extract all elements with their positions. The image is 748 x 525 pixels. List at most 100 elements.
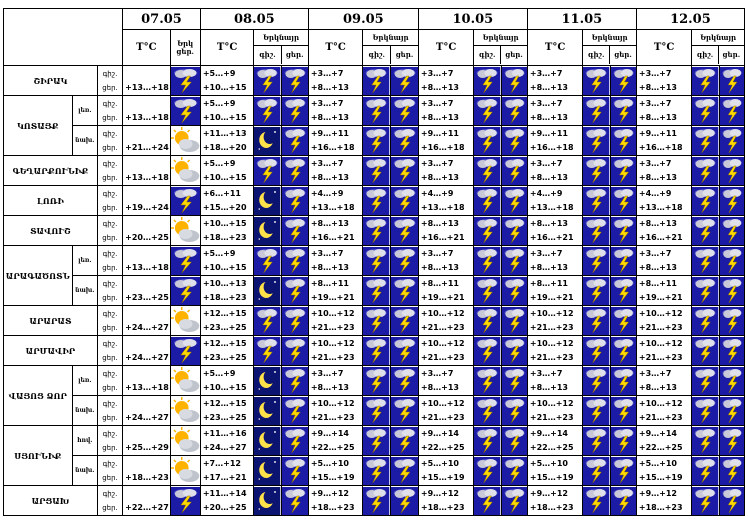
night-icon-cell: [473, 245, 502, 276]
thunderstorm-icon: [254, 306, 281, 335]
temperature-cell: +5…+10 +15…+19: [635, 455, 693, 486]
night-icon-cell: [691, 275, 720, 306]
day-temperature: +10…+15: [202, 382, 247, 392]
day-icon-cell: [389, 95, 419, 126]
temperature-cell: +3…+7 +8…+13: [307, 155, 364, 186]
night-icon-cell: [582, 185, 611, 216]
day-temperature: +23…+25: [202, 412, 247, 422]
day-temperature: +13…+18: [125, 262, 169, 272]
night-icon-cell: [473, 275, 502, 306]
day-temperature: +13…+18: [310, 202, 355, 212]
thunderstorm-icon: [363, 156, 390, 185]
day-temperature: +20…+25: [125, 232, 169, 242]
day-icon-cell: [389, 365, 419, 396]
moon-icon: [254, 186, 281, 215]
day-temperature: +8…+13: [529, 82, 568, 92]
temperature-cell: +10…+12 +21…+23: [307, 395, 364, 426]
night-icon-cell: [691, 125, 720, 156]
day-temperature: +21…+23: [638, 412, 683, 422]
night-icon-cell: [473, 95, 502, 126]
day-night-label: գիշ. ցեր.: [96, 395, 124, 426]
night-label: գիշ.: [102, 279, 118, 288]
temperature-cell: +10…+12 +21…+23: [417, 395, 475, 426]
night-label: գիշ.: [102, 309, 118, 318]
day-temperature: +16…+21: [420, 232, 465, 242]
thunderstorm-icon: [692, 96, 719, 125]
temperature-cell: +11…+14 +20…+25: [199, 485, 255, 516]
sky-header: Երկնայր գիշ. ցեր.: [362, 29, 419, 66]
sky-header: Երկնայր գիշ. ցեր.: [473, 29, 528, 66]
night-temperature: +12…+15: [202, 398, 247, 408]
day-temperature: +8…+13: [529, 262, 568, 272]
thunderstorm-icon: [474, 456, 501, 485]
date-header: 08.05: [199, 8, 309, 30]
thunderstorm-icon: [692, 246, 719, 275]
night-temperature: +3…+7: [310, 368, 344, 378]
night-icon-cell: [362, 65, 391, 96]
night-temperature: +6…+11: [202, 188, 241, 198]
temperature-cell: +4…+9 +13…+18: [307, 185, 364, 216]
temperature-cell: +12…+15 +23…+25: [199, 395, 255, 426]
day-icon-cell: [500, 275, 528, 306]
day-temperature: +8…+13: [420, 382, 459, 392]
night-label: գիշ.: [102, 129, 118, 138]
night-icon-cell: [691, 185, 720, 216]
day-temperature: +22…+25: [529, 442, 574, 452]
date-header: 09.05: [307, 8, 419, 30]
night-temperature: +5…+10: [310, 458, 349, 468]
night-temperature: +9…+14: [529, 428, 568, 438]
temperature-cell: +8…+13 +16…+21: [307, 215, 364, 246]
region-name: ԱՐՑԱԽ: [3, 485, 98, 516]
weather-icon-cell: [169, 455, 201, 486]
night-temperature: +11…+16: [202, 428, 247, 438]
temperature-cell: +5…+10 +15…+19: [526, 455, 584, 486]
night-icon-cell: [473, 185, 502, 216]
night-label: գիշ.: [475, 46, 502, 64]
night-icon-cell: [253, 365, 282, 396]
day-temperature: +15…+20: [202, 202, 247, 212]
day-temperature: +8…+13: [310, 262, 349, 272]
thunderstorm-icon: [720, 426, 744, 455]
day-temperature: +23…+25: [125, 292, 169, 302]
day-icon-cell: [718, 95, 746, 126]
night-icon-cell: [362, 395, 391, 426]
temperature-cell: +10…+12 +21…+23: [417, 335, 475, 366]
night-temperature: +10…+12: [529, 338, 574, 348]
sun-cloud-icon: [171, 366, 200, 395]
thunderstorm-icon: [611, 456, 636, 485]
thunderstorm-icon: [583, 66, 610, 95]
day-label: ցեր.: [176, 46, 194, 56]
thunderstorm-icon: [282, 96, 308, 125]
thunderstorm-icon: [363, 486, 390, 515]
thunderstorm-icon: [692, 336, 719, 365]
day-icon-cell: [609, 95, 637, 126]
thunderstorm-icon: [720, 216, 744, 245]
thunderstorm-icon: [282, 396, 308, 425]
day-icon-cell: [280, 275, 309, 306]
thunderstorm-icon: [474, 96, 501, 125]
day-temperature: +10…+15: [202, 172, 247, 182]
temperature-cell: +4…+9 +13…+18: [417, 185, 475, 216]
thunderstorm-icon: [611, 396, 636, 425]
thunderstorm-icon: [611, 156, 636, 185]
thunderstorm-icon: [363, 276, 390, 305]
night-temperature: +9…+14: [420, 428, 459, 438]
day-icon-cell: [280, 455, 309, 486]
day-temperature: +8…+13: [638, 112, 677, 122]
night-temperature: +8…+13: [420, 218, 459, 228]
thunderstorm-icon: [611, 486, 636, 515]
weather-icon-cell: [169, 185, 201, 216]
thunderstorm-icon: [391, 216, 418, 245]
thunderstorm-icon: [474, 276, 501, 305]
night-temperature: +5…+9: [202, 368, 236, 378]
day-temperature: +15…+19: [529, 472, 574, 482]
thunderstorm-icon: [502, 426, 527, 455]
day-temperature: +8…+13: [310, 112, 349, 122]
night-icon-cell: [582, 95, 611, 126]
day-label: ցեր.: [614, 50, 632, 59]
day-icon-cell: [500, 455, 528, 486]
day-icon-cell: [280, 395, 309, 426]
sun-cloud-icon: [171, 306, 200, 335]
day-temperature: +17…+21: [202, 472, 247, 482]
sky-label: Երկ: [177, 38, 194, 48]
